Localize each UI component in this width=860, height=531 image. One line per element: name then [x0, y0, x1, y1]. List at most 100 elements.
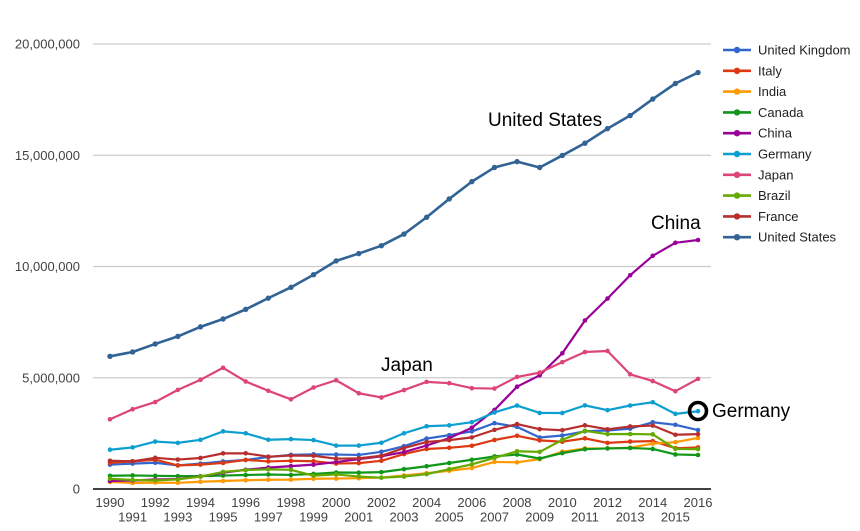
series-japan	[107, 348, 701, 422]
data-point-united-states-1992	[152, 341, 158, 347]
legend-item-france[interactable]: France	[723, 209, 798, 224]
data-point-japan-2014	[650, 378, 656, 384]
data-point-france-2010	[560, 427, 565, 433]
data-point-japan-1995	[220, 365, 226, 371]
data-point-germany-1991	[130, 445, 135, 450]
data-point-canada-2003	[401, 466, 407, 472]
legend-item-china[interactable]: China	[723, 126, 793, 141]
series-line-united-states	[108, 71, 700, 358]
data-point-germany-2001	[356, 443, 362, 448]
data-point-france-1999	[311, 453, 316, 459]
data-point-france-2002	[379, 453, 384, 459]
annotation-united-states: United States	[488, 110, 602, 131]
data-point-italy-1993	[175, 463, 181, 468]
data-point-brazil-2013	[627, 431, 633, 437]
data-point-germany-2013	[627, 403, 633, 408]
legend-item-india[interactable]: India	[723, 84, 787, 99]
data-point-brazil-1998	[288, 467, 294, 473]
data-point-brazil-1993	[175, 477, 181, 482]
data-point-china-2008	[514, 384, 520, 389]
data-point-brazil-2002	[379, 475, 384, 480]
legend-point-swatch	[733, 130, 741, 137]
data-point-france-2005	[446, 437, 452, 443]
data-point-germany-1994	[198, 437, 203, 443]
data-point-china-1999	[311, 462, 316, 467]
data-point-canada-2010	[560, 450, 565, 456]
data-point-united-states-2000	[333, 258, 339, 264]
data-point-france-2012	[605, 427, 610, 432]
data-point-brazil-1992	[152, 478, 158, 483]
legend-item-japan[interactable]: Japan	[723, 167, 793, 182]
grid: 0 5,000,000 10,000,000 15,000,000 20,000,000	[15, 37, 711, 497]
data-point-united-states-2008	[514, 158, 520, 165]
x-axis-label: 1998	[276, 495, 305, 510]
germany-endpoint-circle-annotation	[687, 400, 709, 422]
legend-item-canada[interactable]: Canada	[723, 105, 804, 120]
legend-item-italy[interactable]: Italy	[723, 63, 782, 78]
legend-item-united-states[interactable]: United States	[723, 230, 837, 245]
data-point-united-kingdom-2004	[424, 436, 429, 441]
data-point-germany-2014	[650, 399, 656, 405]
legend-item-label: France	[758, 209, 798, 224]
data-point-japan-1992	[152, 399, 158, 405]
legend-item-label: China	[758, 126, 793, 141]
x-axis-label: 1999	[299, 510, 328, 525]
data-point-france-2015	[673, 432, 678, 438]
data-point-brazil-2009	[537, 449, 542, 455]
data-point-italy-2006	[469, 443, 475, 449]
data-point-canada-2013	[627, 445, 633, 451]
data-point-china-2015	[673, 240, 678, 246]
data-point-brazil-1994	[198, 474, 203, 479]
data-point-germany-2015	[673, 411, 678, 417]
legend-item-label: United Kingdom	[758, 43, 851, 58]
data-point-united-kingdom-2015	[673, 422, 678, 428]
data-point-italy-2013	[627, 439, 633, 444]
data-point-brazil-2011	[582, 428, 588, 434]
data-point-brazil-2015	[673, 446, 678, 452]
data-point-france-1990	[107, 458, 113, 464]
x-axis-label: 2010	[548, 495, 577, 510]
data-point-japan-1993	[175, 387, 181, 393]
data-point-japan-2000	[333, 377, 339, 383]
data-point-canada-2006	[469, 457, 475, 463]
series-france	[107, 421, 701, 464]
y-axis-label: 5,000,000	[22, 370, 80, 385]
data-point-germany-2009	[537, 410, 542, 416]
data-point-italy-2011	[582, 436, 588, 441]
data-point-canada-2012	[605, 446, 610, 451]
data-point-canada-1996	[243, 472, 248, 478]
data-point-germany-1998	[288, 436, 294, 442]
data-point-united-states-2015	[672, 80, 679, 87]
legend-item-united-kingdom[interactable]: United Kingdom	[723, 43, 851, 58]
data-point-canada-2009	[537, 456, 542, 461]
data-point-japan-2011	[582, 349, 588, 355]
data-point-italy-1998	[288, 458, 294, 464]
x-axis-label: 1992	[141, 495, 170, 510]
data-point-united-states-2016	[695, 69, 701, 76]
data-point-france-1994	[198, 455, 203, 461]
data-point-germany-1996	[243, 431, 248, 436]
annotation-japan: Japan	[381, 355, 433, 376]
data-point-india-2008	[514, 460, 520, 465]
data-point-france-1992	[152, 455, 158, 461]
data-point-italy-1995	[220, 460, 226, 466]
x-axis-labels: 1990199119921993199419951996199719981999…	[96, 495, 713, 525]
data-point-germany-1992	[152, 439, 158, 444]
annotation-china: China	[651, 213, 701, 234]
legend-point-swatch	[733, 46, 741, 54]
data-point-japan-1997	[266, 388, 271, 394]
data-point-brazil-2005	[446, 466, 452, 472]
y-axis-label: 15,000,000	[15, 148, 80, 163]
legend-item-germany[interactable]: Germany	[723, 147, 812, 162]
data-point-canada-2002	[379, 469, 384, 475]
data-point-united-kingdom-2014	[650, 419, 656, 425]
x-axis-label: 2014	[638, 495, 667, 510]
data-point-canada-1992	[152, 473, 158, 479]
legend-item-brazil[interactable]: Brazil	[723, 188, 791, 203]
data-point-united-kingdom-2007	[492, 420, 497, 426]
data-point-united-states-2009	[536, 164, 543, 171]
x-axis-label: 2005	[435, 510, 464, 525]
data-point-united-kingdom-2001	[356, 452, 362, 458]
data-point-china-2014	[650, 253, 656, 259]
series-brazil	[107, 428, 701, 483]
